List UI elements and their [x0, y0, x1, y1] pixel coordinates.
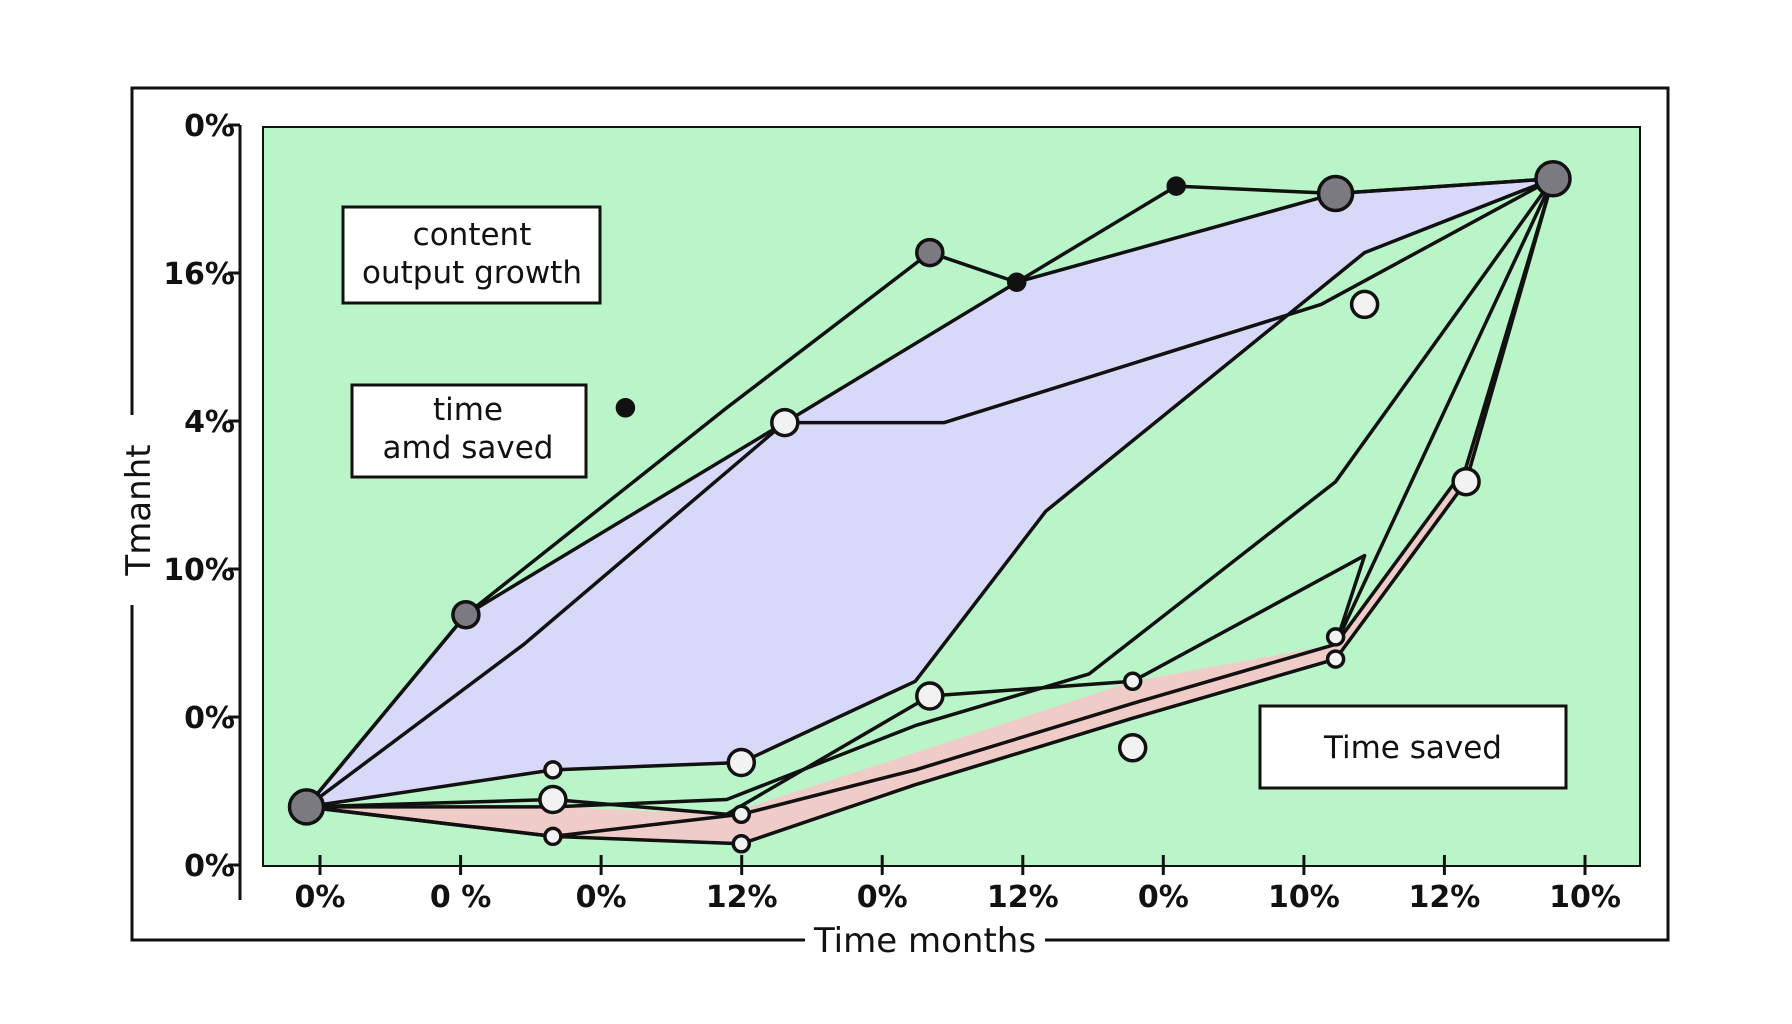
legend-line-0-1: content — [413, 217, 532, 253]
data-point-6 — [1166, 176, 1186, 196]
data-point-20 — [1325, 649, 1346, 669]
data-point-19 — [1325, 627, 1346, 647]
legend-box-content-output-growth: content output growth — [341, 205, 602, 305]
legend-line-0-2: output growth — [362, 255, 582, 291]
x-ticks-layer: 0% 0 % 0% 12% 0% 12% 0% 10% 12% 10% — [295, 855, 1621, 915]
x-tick-label-7: 0% — [1138, 880, 1189, 915]
y-axis-title-mask — [110, 415, 158, 605]
x-tick-label-3: 0% — [576, 880, 627, 915]
x-axis-title-group: Time months — [132, 915, 1668, 965]
y-tick-label-6: 0% — [184, 849, 235, 884]
y-axis-title-group: Tmanht — [110, 415, 159, 605]
legend-line-1-1: time — [433, 392, 503, 428]
legend-frame-content-output-growth — [341, 205, 602, 305]
data-point-22 — [1451, 466, 1481, 497]
y-tick-label-1: 0% — [184, 109, 235, 144]
series-line-8 — [304, 176, 1555, 846]
x-tick-label-9: 12% — [1408, 880, 1480, 915]
legend-box-time-amd-saved: time amd saved — [350, 383, 588, 479]
y-tick-label-2: 16% — [163, 257, 235, 292]
legend-line-1-2: amd saved — [383, 430, 554, 466]
y-tick-label-5: 0% — [184, 701, 235, 736]
data-point-5 — [1006, 272, 1027, 292]
legend-box-time-saved: Time saved — [1258, 704, 1568, 790]
data-point-17 — [1122, 671, 1143, 692]
series-line-2 — [304, 176, 1555, 809]
x-tick-label-4: 12% — [706, 880, 778, 915]
data-point-3 — [615, 398, 636, 418]
data-point-11 — [538, 784, 568, 815]
x-tick-label-1: 0% — [295, 880, 346, 915]
data-point-7 — [1316, 174, 1355, 213]
x-tick-label-5: 0% — [857, 880, 908, 915]
data-point-4 — [915, 237, 945, 268]
data-point-15 — [731, 834, 752, 854]
data-point-8 — [1534, 159, 1572, 198]
data-point-13 — [726, 747, 757, 778]
data-point-18 — [1117, 733, 1148, 763]
data-point-10 — [543, 760, 563, 780]
x-tick-label-10: 10% — [1549, 880, 1621, 915]
y-tick-label-3: 4% — [184, 405, 235, 440]
legend-label-time-saved: Time saved — [1323, 730, 1502, 766]
x-tick-label-8: 10% — [1268, 880, 1340, 915]
y-tick-label-4: 10% — [163, 553, 235, 588]
data-point-16 — [915, 681, 945, 711]
x-tick-label-2: 0 % — [430, 880, 491, 915]
band-lower — [306, 178, 1553, 844]
x-tick-label-6: 12% — [987, 880, 1059, 915]
x-axis-title: Time months — [813, 921, 1036, 961]
x-axis-title-mask — [805, 915, 1045, 965]
data-point-1 — [287, 788, 326, 826]
data-point-12 — [543, 826, 563, 847]
data-point-9 — [770, 407, 800, 438]
bands-layer — [306, 178, 1553, 844]
markers-layer — [287, 159, 1572, 854]
series-line-3 — [304, 176, 1555, 809]
y-ticks-layer: 0% 16% 4% 10% 0% 0% — [163, 109, 240, 884]
legend-frame-time-saved — [1258, 704, 1568, 790]
data-point-2 — [451, 599, 481, 630]
series-line-7 — [304, 176, 1555, 839]
data-point-21 — [1349, 289, 1380, 320]
legend-frame-time-amd-saved — [350, 383, 588, 479]
series-line-1 — [304, 176, 1555, 809]
y-axis-title: Tmanht — [119, 444, 159, 576]
legend-label-content-output-growth: content output growth — [362, 217, 582, 291]
band-upper — [306, 178, 1553, 807]
legend-label-time-amd-saved: time amd saved — [383, 392, 554, 466]
data-point-14 — [731, 804, 752, 825]
